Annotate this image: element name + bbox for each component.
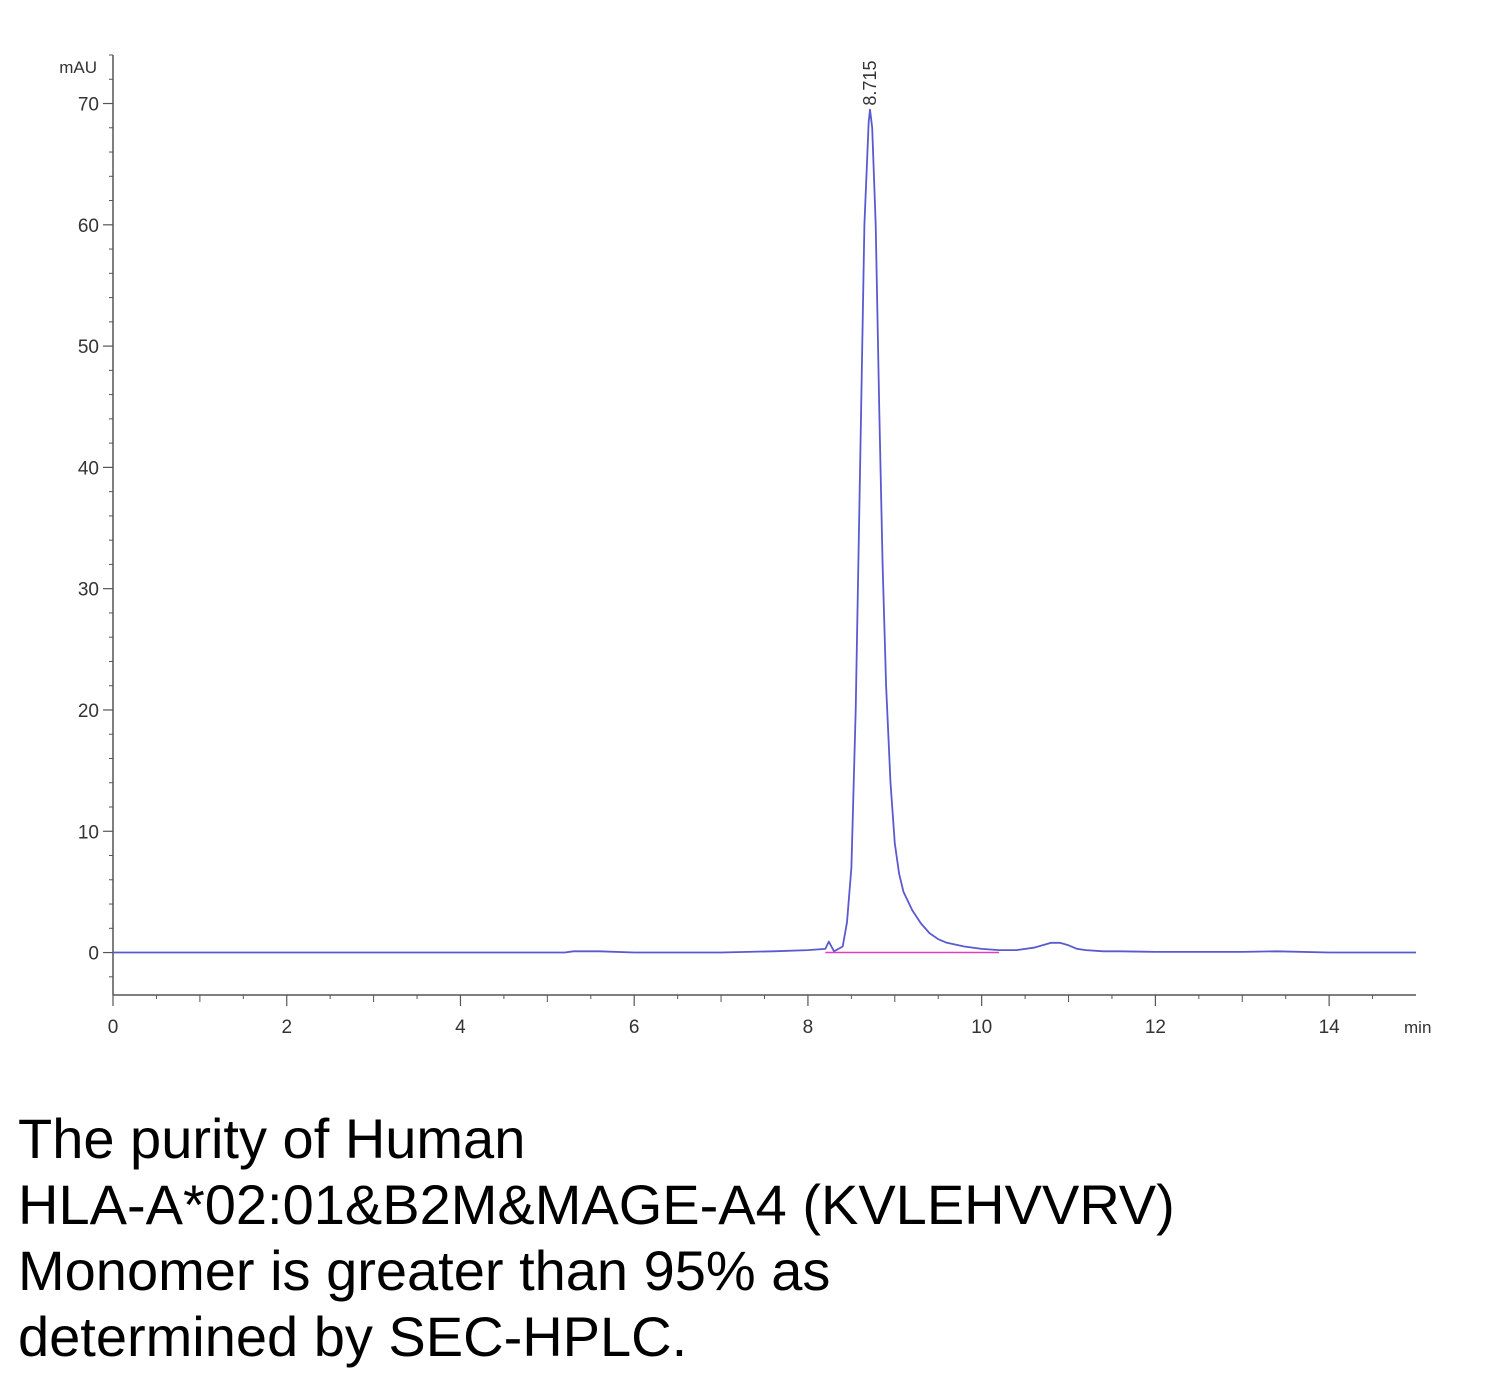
- x-tick-label: 14: [1319, 1017, 1341, 1038]
- y-tick-label: 30: [78, 580, 99, 601]
- peak-label: 8.715: [860, 61, 880, 106]
- axes: [103, 54, 1416, 1006]
- y-tick-label: 0: [88, 944, 99, 965]
- y-tick-label: 60: [78, 216, 99, 237]
- chromatogram-chart: 0 10 20 30 40 50 60 70 0 2 4 6 8 10 12 14 mAU min 8.715: [59, 54, 1431, 1038]
- y-tick-label: 70: [78, 95, 99, 116]
- caption-line-2: HLA-A*02:01&B2M&MAGE-A4 (KVLEHVVRV): [18, 1173, 1175, 1236]
- caption-line-3: Monomer is greater than 95% as: [18, 1239, 831, 1302]
- x-tick-label: 8: [803, 1017, 814, 1038]
- x-tick-label: 4: [455, 1017, 466, 1038]
- x-tick-label: 6: [629, 1017, 640, 1038]
- y-tick-label: 10: [78, 822, 99, 843]
- caption-line-1: The purity of Human: [18, 1107, 526, 1170]
- caption-line-4: determined by SEC-HPLC.: [18, 1305, 688, 1368]
- caption: The purity of Human HLA-A*02:01&B2M&MAGE…: [18, 1106, 1478, 1370]
- x-tick-label: 12: [1145, 1017, 1166, 1038]
- y-tick-label: 20: [78, 701, 99, 722]
- series-group: [113, 108, 1416, 954]
- x-tick-label: 2: [281, 1017, 292, 1038]
- x-tick-label: 10: [971, 1017, 992, 1038]
- y-tick-label: 50: [78, 337, 99, 358]
- x-axis-label: min: [1404, 1018, 1431, 1037]
- y-tick-label: 40: [78, 458, 99, 479]
- y-axis-label: mAU: [59, 58, 97, 77]
- series-line-1: [113, 108, 1416, 954]
- labels-group: 0 10 20 30 40 50 60 70 0 2 4 6 8 10 12 14 mAU min 8.715: [59, 58, 1431, 1038]
- x-tick-label: 0: [108, 1017, 119, 1038]
